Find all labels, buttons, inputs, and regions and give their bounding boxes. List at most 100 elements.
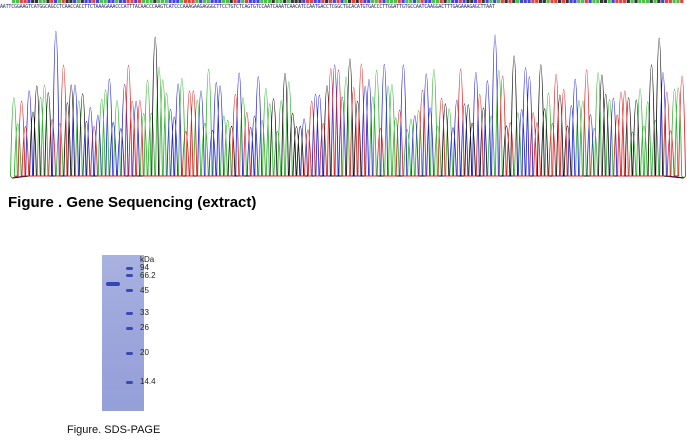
base-quality-block [611, 0, 615, 3]
base-quality-block [622, 0, 627, 3]
base-quality-block [248, 0, 252, 3]
base-quality-block [527, 0, 531, 3]
base-quality-block [409, 0, 413, 3]
base-quality-block [370, 0, 375, 3]
chromatogram-trace [10, 0, 686, 179]
base-quality-block [565, 0, 569, 3]
base-quality-block [313, 0, 317, 3]
base-quality-block [160, 0, 165, 3]
base-quality-block [42, 0, 46, 3]
base-quality-block [149, 0, 153, 3]
base-quality-block [218, 0, 222, 3]
marker-band [126, 267, 133, 270]
base-quality-block [519, 0, 523, 3]
base-quality-block [676, 0, 680, 3]
base-quality-block [592, 0, 596, 3]
base-quality-block [256, 0, 260, 3]
base-quality-block [615, 0, 619, 3]
base-quality-block [386, 0, 390, 3]
base-quality-block [596, 0, 600, 3]
base-quality-block [390, 0, 394, 3]
base-quality-block [340, 0, 344, 3]
base-quality-block [126, 0, 130, 3]
base-quality-block [141, 0, 145, 3]
base-quality-block [157, 0, 161, 3]
base-quality-block [642, 0, 646, 3]
base-quality-block [34, 0, 39, 3]
marker-label-94: 94 [140, 263, 149, 272]
base-quality-block [443, 0, 447, 3]
base-quality-block [275, 0, 279, 3]
marker-band [126, 352, 133, 355]
base-quality-block [412, 0, 417, 3]
sequencing-figure-caption: Figure . Gene Sequencing (extract) [8, 194, 257, 211]
base-quality-block [115, 0, 119, 3]
base-quality-block [92, 0, 96, 3]
base-quality-block [638, 0, 642, 3]
base-quality-block [61, 0, 65, 3]
base-quality-block [619, 0, 623, 3]
base-quality-block [489, 0, 493, 3]
base-quality-block [267, 0, 271, 3]
base-quality-block [96, 0, 100, 3]
base-quality-block [672, 0, 676, 3]
base-quality-block [153, 0, 157, 3]
base-quality-block [653, 0, 657, 3]
base-quality-block [80, 0, 84, 3]
base-quality-block [176, 0, 180, 3]
base-quality-block [23, 0, 27, 3]
base-quality-block [12, 0, 16, 3]
base-quality-block [439, 0, 443, 3]
base-quality-block [214, 0, 218, 3]
base-quality-block [27, 0, 31, 3]
sequencing-chromatogram: AATTCGGAAGTCATGGCAGCCTCAACCACCTTCTAAAGAA… [0, 0, 687, 186]
base-quality-block [363, 0, 367, 3]
base-quality-block [546, 0, 550, 3]
base-quality-block [222, 0, 226, 3]
base-quality-block [680, 0, 684, 3]
base-quality-block [325, 0, 329, 3]
base-quality-block [15, 0, 19, 3]
base-quality-block [454, 0, 459, 3]
base-quality-block [294, 0, 298, 3]
base-quality-block [73, 0, 77, 3]
base-quality-block [69, 0, 73, 3]
base-quality-block [210, 0, 214, 3]
base-quality-block [569, 0, 573, 3]
base-quality-block [317, 0, 321, 3]
base-quality-block [233, 0, 237, 3]
base-quality-block [183, 0, 187, 3]
base-quality-block [424, 0, 428, 3]
base-quality-block [359, 0, 363, 3]
base-quality-block [538, 0, 543, 3]
base-quality-block [458, 0, 462, 3]
base-quality-block [138, 0, 142, 3]
base-call-sequence: AATTCGGAAGTCATGGCAGCCTCAACCACCTTCTAAAGAA… [0, 4, 495, 10]
base-quality-block [382, 0, 386, 3]
base-quality-block [328, 0, 333, 3]
base-quality-block [309, 0, 313, 3]
base-quality-block [451, 0, 455, 3]
base-quality-block [542, 0, 546, 3]
base-quality-block [252, 0, 256, 3]
base-quality-block [355, 0, 359, 3]
base-quality-block [134, 0, 138, 3]
base-quality-block [607, 0, 611, 3]
base-quality-block [336, 0, 340, 3]
marker-band [126, 289, 133, 292]
base-quality-block [470, 0, 474, 3]
base-quality-block [485, 0, 489, 3]
base-quality-block [554, 0, 558, 3]
base-quality-block [504, 0, 508, 3]
trace-channel-A [10, 66, 685, 179]
base-quality-block [84, 0, 88, 3]
base-quality-block [225, 0, 229, 3]
base-quality-block [348, 0, 352, 3]
base-quality-block [645, 0, 649, 3]
base-quality-block [462, 0, 466, 3]
base-quality-block [367, 0, 371, 3]
base-quality-block [264, 0, 268, 3]
base-quality-block [145, 0, 149, 3]
base-quality-block [206, 0, 210, 3]
base-quality-block [283, 0, 287, 3]
